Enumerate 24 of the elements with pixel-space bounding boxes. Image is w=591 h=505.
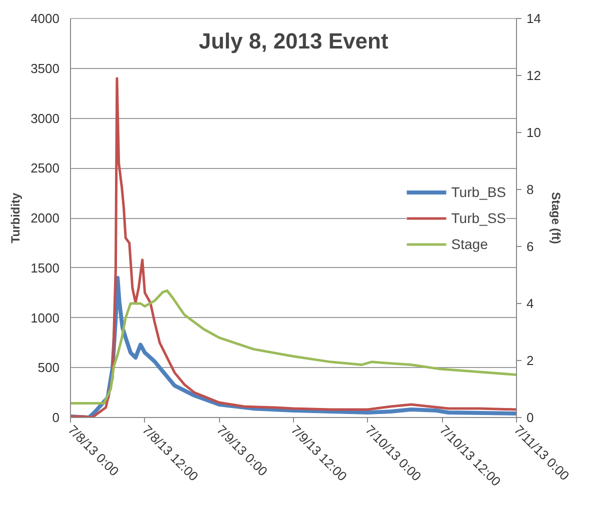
y-tick-label: 4000: [30, 11, 60, 26]
y-tick-label: 2000: [30, 210, 60, 226]
y-tick-label: 1000: [30, 310, 60, 326]
y2-axis-title: Stage (ft): [548, 192, 563, 244]
legend-label: Turb_BS: [451, 184, 506, 200]
y2-tick-label: 14: [526, 11, 541, 26]
y-tick-label: 1500: [30, 260, 60, 276]
legend-label: Turb_SS: [451, 210, 506, 226]
legend-label: Stage: [451, 236, 488, 252]
y-tick-label: 2500: [30, 160, 60, 176]
line-series: [70, 289, 516, 404]
y-axis-title: Turbidity: [8, 192, 23, 244]
y-tick-label: 500: [38, 360, 60, 376]
y-tick-label: 3500: [30, 60, 60, 76]
text: July 8, 2013 Event: [198, 28, 389, 54]
y2-tick-label: 6: [526, 239, 534, 254]
y2-tick-label: 12: [526, 68, 541, 83]
y2-tick-label: 4: [526, 296, 534, 311]
y2-tick-label: 0: [526, 410, 534, 425]
y2-tick-label: 10: [526, 125, 541, 140]
y2-tick-label: 2: [526, 353, 534, 368]
y-tick-label: 3000: [30, 110, 60, 126]
y2-tick-label: 8: [526, 182, 534, 197]
y-tick-label: 0: [52, 410, 60, 425]
